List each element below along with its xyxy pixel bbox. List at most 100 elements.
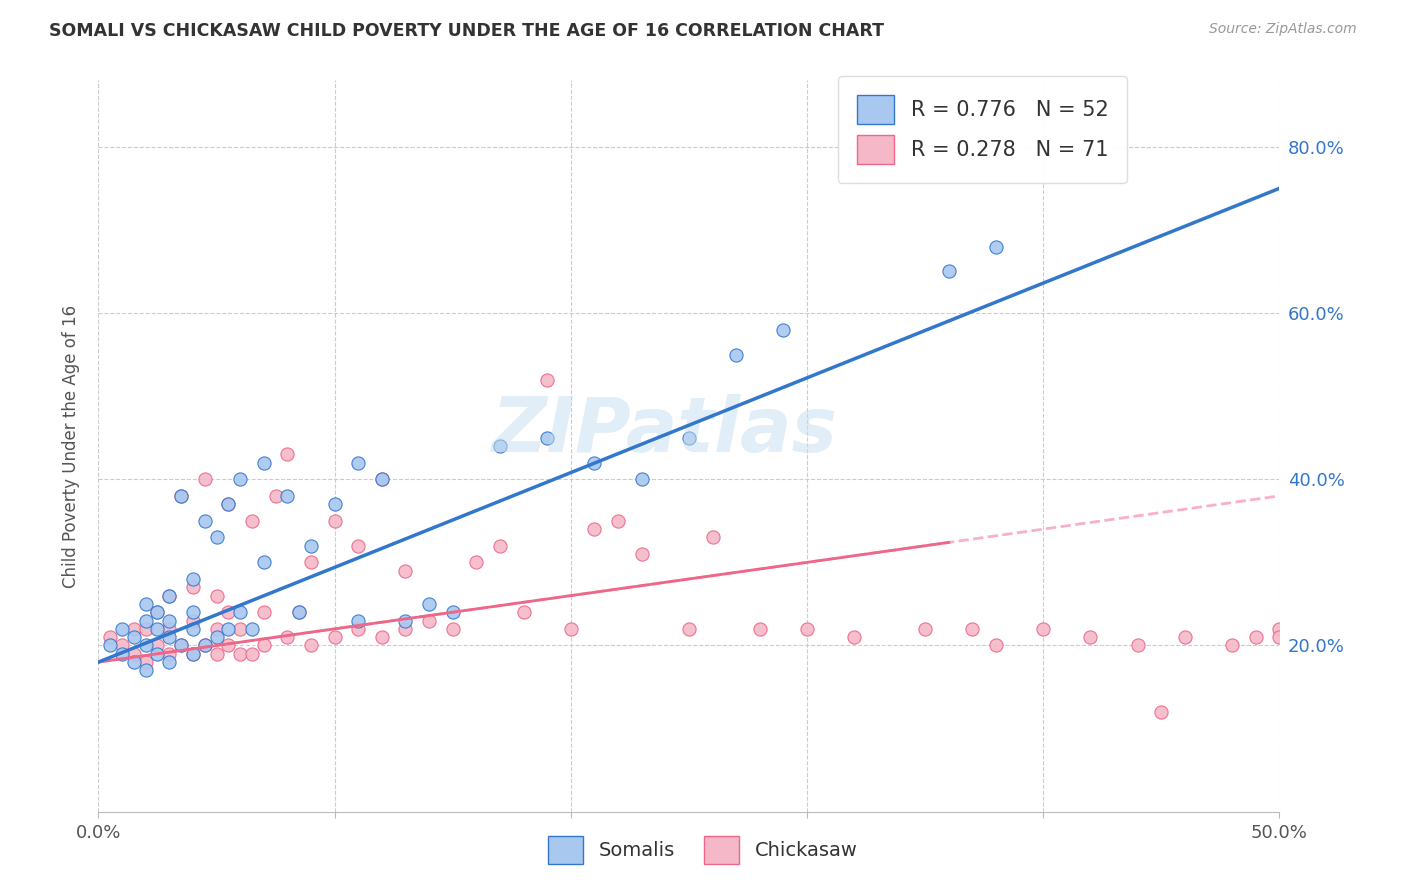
Point — [217, 622, 239, 636]
Point — [205, 530, 228, 544]
Point — [938, 264, 960, 278]
Point — [146, 639, 169, 653]
Point — [157, 630, 180, 644]
Point — [229, 647, 252, 661]
Point — [914, 622, 936, 636]
Point — [205, 622, 228, 636]
Point — [229, 605, 252, 619]
Point — [276, 489, 298, 503]
Point — [264, 489, 287, 503]
Point — [194, 639, 217, 653]
Point — [122, 630, 145, 644]
Point — [122, 647, 145, 661]
Point — [194, 472, 217, 486]
Point — [678, 622, 700, 636]
Point — [181, 614, 204, 628]
Point — [135, 664, 157, 678]
Point — [299, 539, 322, 553]
Point — [170, 639, 193, 653]
Point — [240, 514, 263, 528]
Point — [371, 630, 394, 644]
Point — [135, 597, 157, 611]
Point — [276, 630, 298, 644]
Point — [205, 589, 228, 603]
Y-axis label: Child Poverty Under the Age of 16: Child Poverty Under the Age of 16 — [62, 304, 80, 588]
Point — [253, 639, 276, 653]
Point — [702, 530, 724, 544]
Point — [512, 605, 534, 619]
Point — [98, 639, 121, 653]
Point — [725, 347, 748, 362]
Point — [122, 655, 145, 669]
Text: Source: ZipAtlas.com: Source: ZipAtlas.com — [1209, 22, 1357, 37]
Point — [194, 514, 217, 528]
Point — [288, 605, 311, 619]
Text: ZIPatlas: ZIPatlas — [492, 394, 838, 468]
Point — [583, 456, 606, 470]
Point — [1032, 622, 1054, 636]
Point — [1080, 630, 1102, 644]
Point — [323, 497, 346, 511]
Point — [146, 605, 169, 619]
Point — [111, 647, 134, 661]
Point — [1268, 622, 1291, 636]
Point — [299, 639, 322, 653]
Point — [135, 614, 157, 628]
Point — [465, 555, 488, 569]
Point — [748, 622, 770, 636]
Point — [170, 639, 193, 653]
Point — [229, 622, 252, 636]
Point — [181, 647, 204, 661]
Point — [441, 605, 464, 619]
Point — [418, 614, 440, 628]
Point — [630, 547, 652, 561]
Point — [205, 647, 228, 661]
Point — [135, 639, 157, 653]
Point — [253, 456, 276, 470]
Text: SOMALI VS CHICKASAW CHILD POVERTY UNDER THE AGE OF 16 CORRELATION CHART: SOMALI VS CHICKASAW CHILD POVERTY UNDER … — [49, 22, 884, 40]
Legend: Somalis, Chickasaw: Somalis, Chickasaw — [538, 826, 868, 873]
Point — [560, 622, 582, 636]
Point — [962, 622, 984, 636]
Point — [181, 580, 204, 594]
Point — [181, 605, 204, 619]
Point — [217, 497, 239, 511]
Point — [630, 472, 652, 486]
Point — [772, 323, 794, 337]
Point — [583, 522, 606, 536]
Point — [323, 514, 346, 528]
Point — [678, 431, 700, 445]
Point — [98, 630, 121, 644]
Legend: R = 0.776   N = 52, R = 0.278   N = 71: R = 0.776 N = 52, R = 0.278 N = 71 — [838, 76, 1128, 183]
Point — [217, 497, 239, 511]
Point — [607, 514, 630, 528]
Point — [146, 605, 169, 619]
Point — [1220, 639, 1243, 653]
Point — [157, 622, 180, 636]
Point — [157, 655, 180, 669]
Point — [489, 539, 512, 553]
Point — [253, 605, 276, 619]
Point — [217, 605, 239, 619]
Point — [371, 472, 394, 486]
Point — [347, 622, 370, 636]
Point — [394, 564, 416, 578]
Point — [111, 622, 134, 636]
Point — [347, 614, 370, 628]
Point — [205, 630, 228, 644]
Point — [146, 647, 169, 661]
Point — [135, 655, 157, 669]
Point — [170, 489, 193, 503]
Point — [181, 572, 204, 586]
Point — [536, 431, 558, 445]
Point — [181, 647, 204, 661]
Point — [229, 472, 252, 486]
Point — [394, 622, 416, 636]
Point — [253, 555, 276, 569]
Point — [299, 555, 322, 569]
Point — [170, 489, 193, 503]
Point — [288, 605, 311, 619]
Point — [194, 639, 217, 653]
Point — [1244, 630, 1267, 644]
Point — [122, 622, 145, 636]
